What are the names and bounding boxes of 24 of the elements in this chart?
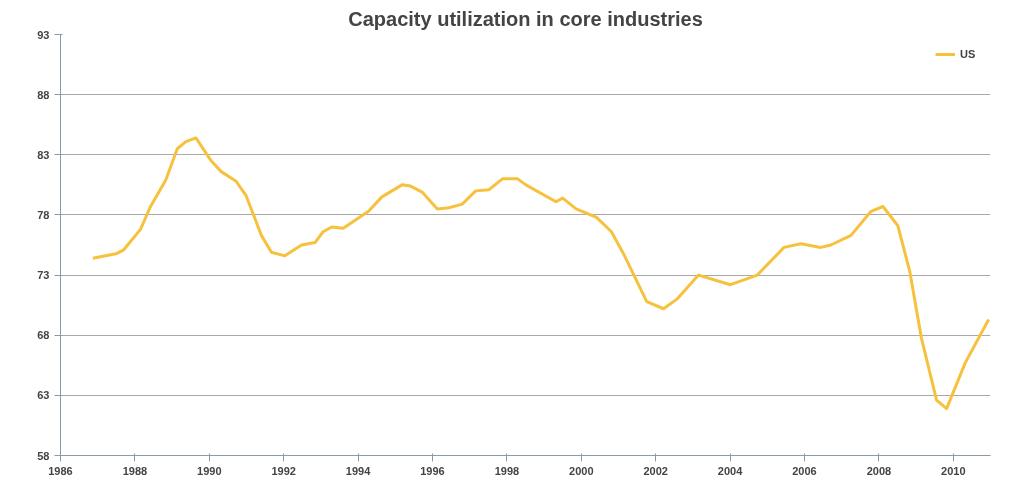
x-tick-label: 1986 [48, 464, 73, 477]
x-tick-label: 2010 [941, 464, 966, 477]
chart-title: Capacity utilization in core industries [348, 7, 703, 30]
y-tick-label: 88 [37, 88, 50, 101]
x-tick-label: 1994 [345, 464, 372, 477]
y-tick-label: 78 [37, 208, 50, 221]
x-tick-label: 2002 [643, 464, 668, 477]
x-tick-label: 1996 [420, 464, 445, 477]
x-tick-label: 1990 [197, 464, 222, 477]
y-tick-label: 73 [37, 269, 50, 282]
y-tick-label: 58 [37, 449, 50, 462]
x-tick-label: 2008 [866, 464, 892, 477]
x-tick-label: 1998 [494, 464, 520, 477]
y-tick-label: 63 [37, 389, 50, 402]
y-tick-label: 68 [37, 329, 50, 342]
y-tick-label: 83 [37, 148, 50, 161]
line-series [91, 136, 991, 411]
x-tick-label: 1992 [271, 464, 296, 477]
x-tick-label: 2000 [569, 464, 594, 477]
legend-label: US [960, 48, 977, 60]
y-tick-label: 93 [37, 28, 50, 41]
x-tick-label: 1988 [122, 464, 148, 477]
x-tick-label: 2006 [792, 464, 817, 477]
x-tick-label: 2004 [717, 464, 744, 477]
